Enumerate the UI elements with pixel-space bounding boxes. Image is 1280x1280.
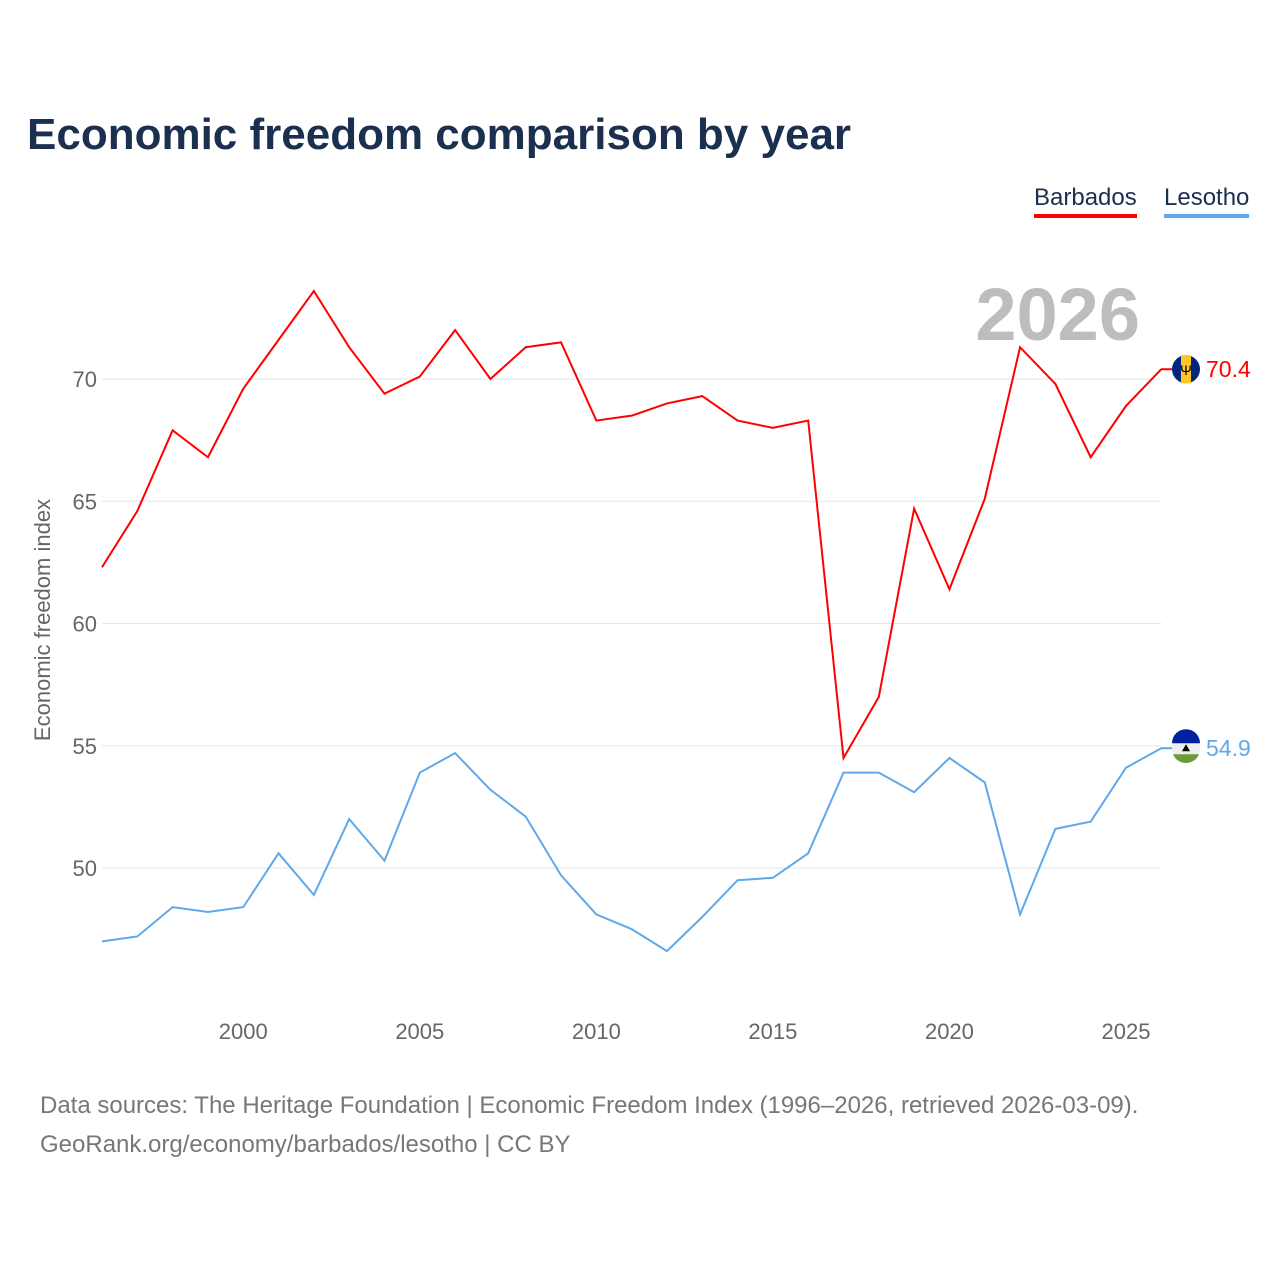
legend-lesotho[interactable]: Lesotho — [1164, 184, 1250, 218]
legend-barbados[interactable]: Barbados — [1034, 184, 1137, 218]
flag-stripe — [1173, 754, 1199, 763]
end-value-label: 54.9 — [1206, 735, 1251, 761]
attribution: GeoRank.org/economy/barbados/lesotho | C… — [40, 1131, 571, 1158]
y-tick-label: 60 — [73, 612, 97, 637]
series-line-lesotho — [101, 747, 1162, 953]
year-watermark: 2026 — [975, 273, 1140, 356]
data-source: Data sources: The Heritage Foundation | … — [40, 1092, 1139, 1119]
footer: Data sources: The Heritage Foundation | … — [40, 1086, 1138, 1164]
series-line-barbados — [101, 289, 1163, 762]
x-tick-label: 2015 — [748, 1019, 797, 1044]
y-tick-label: 50 — [73, 856, 97, 881]
y-axis-label: Economic freedom index — [30, 499, 55, 741]
flag-stripe — [1181, 355, 1191, 384]
mokorotlo-icon — [1182, 744, 1190, 752]
flag-stripe — [1172, 729, 1200, 744]
chart-title: Economic freedom comparison by year — [27, 110, 852, 159]
x-tick-label: 2000 — [219, 1019, 268, 1044]
y-tick-label: 70 — [73, 367, 97, 392]
trident-icon: Ψ — [1180, 362, 1192, 378]
x-tick-label: 2005 — [395, 1019, 444, 1044]
x-tick-label: 2010 — [572, 1019, 621, 1044]
x-tick-label: 2025 — [1102, 1019, 1151, 1044]
x-tick-label: 2020 — [925, 1019, 974, 1044]
y-tick-label: 55 — [73, 734, 97, 759]
y-tick-label: 65 — [73, 489, 97, 514]
end-value-label: 70.4 — [1206, 356, 1251, 382]
